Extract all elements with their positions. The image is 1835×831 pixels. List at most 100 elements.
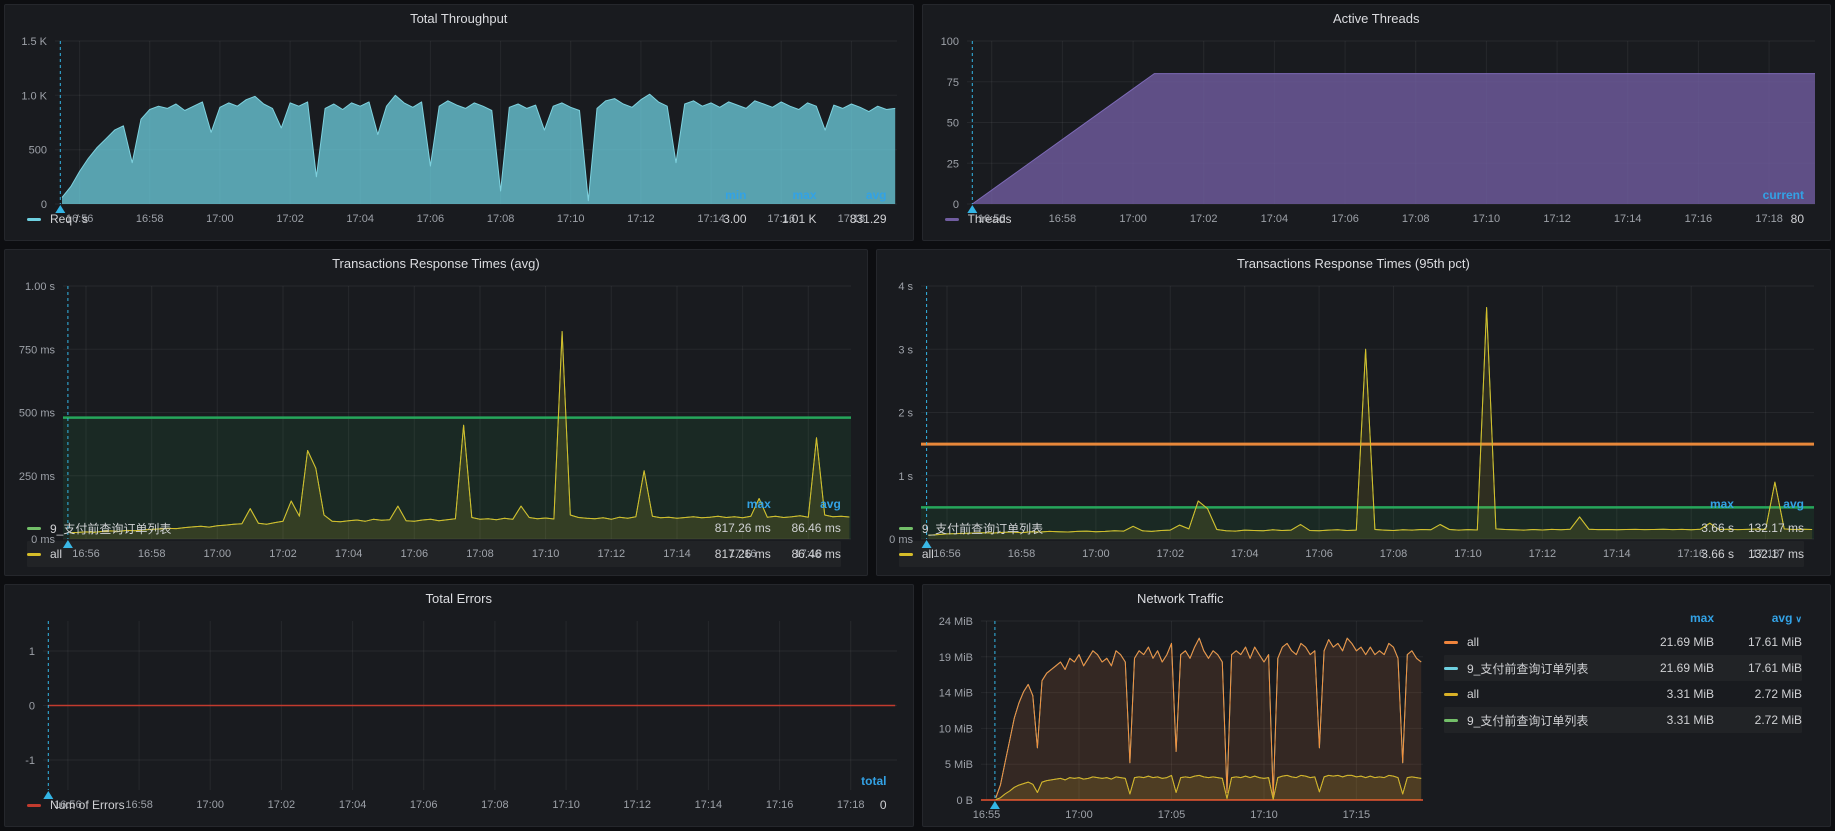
series-color-dash [27,804,41,807]
svg-text:50: 50 [946,118,958,130]
legend-column-header[interactable]: max [747,188,817,202]
legend-column-header[interactable]: min [677,188,747,202]
legend-value: 1.01 K [747,212,817,226]
series-label[interactable]: all [922,547,934,561]
dashboard-row-1: Total Throughput 05001.0 K1.5 K16:5616:5… [4,4,1831,241]
response-times-avg-chart[interactable]: 0 ms250 ms500 ms750 ms1.00 s16:5616:5817… [5,276,867,491]
legend-value: 21.69 MiB [1626,661,1714,675]
throughput-legend: minmaxavgReq / s3.001.01 K831.29 [5,182,913,240]
series-label[interactable]: Num of Errors [50,798,125,812]
legend-header: current [945,184,1805,206]
network-traffic-main: Network Traffic 0 B5 MiB10 MiB14 MiB19 M… [923,585,1439,826]
series-label[interactable]: all [1467,687,1479,701]
legend-column-header[interactable]: max [1664,497,1734,511]
legend-value: 2.72 MiB [1714,713,1802,727]
dashboard: Total Throughput 05001.0 K1.5 K16:5616:5… [0,0,1835,831]
legend-header: maxavg [27,493,841,515]
svg-text:1.5 K: 1.5 K [21,36,47,48]
legend-column-header[interactable]: avg [771,497,841,511]
legend-row: Req / s3.001.01 K831.29 [27,206,887,232]
series-label[interactable]: all [50,547,62,561]
svg-text:500: 500 [29,145,47,157]
legend-value: 21.69 MiB [1626,635,1714,649]
series-label[interactable]: 9_支付前查询订单列表 [1467,712,1588,729]
panel-title-network-traffic[interactable]: Network Traffic [923,585,1439,611]
svg-text:10 MiB: 10 MiB [938,723,972,735]
series-label[interactable]: 9_支付前查询订单列表 [50,520,171,537]
legend-column-header[interactable]: avg [1734,497,1804,511]
svg-text:3 s: 3 s [898,344,913,356]
panel-title-total-errors[interactable]: Total Errors [5,585,913,611]
series-color-dash [945,218,959,221]
svg-text:2 s: 2 s [898,408,913,420]
series-label[interactable]: Req / s [50,212,88,226]
series-color-dash [899,553,913,556]
legend-column-header[interactable]: total [817,774,887,788]
legend-value: 3.66 s [1664,547,1734,561]
legend-value: 86.46 ms [771,521,841,535]
panel-active-threads: Active Threads 025507510016:5616:5817:00… [922,4,1832,241]
legend-header: maxavg∨ [1444,607,1802,629]
series-label[interactable]: 9_支付前查询订单列表 [922,520,1043,537]
legend-row: all 817.26 ms86.46 ms [27,541,841,567]
svg-text:17:15: 17:15 [1342,809,1370,821]
legend-value: 2.72 MiB [1714,687,1802,701]
legend-value: 0 [817,798,887,812]
legend-value: 17.61 MiB [1714,635,1802,649]
legend-value: 3.31 MiB [1626,713,1714,727]
legend-column-header[interactable]: avg [817,188,887,202]
svg-text:250 ms: 250 ms [19,471,56,483]
legend-row: Threads 80 [945,206,1805,232]
svg-text:500 ms: 500 ms [19,408,56,420]
svg-text:1.00 s: 1.00 s [25,281,55,293]
sort-caret-icon: ∨ [1795,614,1802,624]
legend-value: 132.17 ms [1734,521,1804,535]
total-errors-chart[interactable]: -10116:5616:5817:0017:0217:0417:0617:081… [5,611,913,768]
legend-value: 80 [1734,212,1804,226]
series-color-dash [27,218,41,221]
legend-header: minmaxavg [27,184,887,206]
response-times-avg-legend: maxavg 9_支付前查询订单列表 817.26 ms86.46 ms all 817… [5,491,867,575]
legend-row: all 3.66 s132.17 ms [899,541,1804,567]
response-times-95pct-chart[interactable]: 0 ms1 s2 s3 s4 s16:5616:5817:0017:0217:0… [877,276,1830,491]
panel-title-response-times-95pct[interactable]: Transactions Response Times (95th pct) [877,250,1830,276]
svg-text:14 MiB: 14 MiB [938,688,972,700]
panel-total-throughput: Total Throughput 05001.0 K1.5 K16:5616:5… [4,4,914,241]
panel-response-times-avg: Transactions Response Times (avg) 0 ms25… [4,249,868,576]
series-label[interactable]: 9_支付前查询订单列表 [1467,660,1588,677]
legend-value: 831.29 [817,212,887,226]
legend-column-header[interactable]: current [1734,188,1804,202]
legend-column-header[interactable]: avg∨ [1714,611,1802,625]
active-threads-chart[interactable]: 025507510016:5616:5817:0017:0217:0417:06… [923,31,1831,182]
legend-value: 817.26 ms [701,521,771,535]
series-label[interactable]: Threads [968,212,1012,226]
legend-row: 9_支付前查询订单列表 817.26 ms86.46 ms [27,515,841,541]
legend-header: maxavg [899,493,1804,515]
series-color-dash [1444,667,1458,670]
throughput-chart[interactable]: 05001.0 K1.5 K16:5616:5817:0017:0217:041… [5,31,913,182]
panel-title-response-times-avg[interactable]: Transactions Response Times (avg) [5,250,867,276]
panel-title-total-throughput[interactable]: Total Throughput [5,5,913,31]
legend-value: 817.26 ms [701,547,771,561]
series-color-dash [899,527,913,530]
legend-column-header[interactable]: max [701,497,771,511]
panel-title-active-threads[interactable]: Active Threads [923,5,1831,31]
svg-text:0 B: 0 B [956,795,973,807]
total-errors-legend: total Num of Errors 0 [5,768,913,826]
series-color-dash [1444,719,1458,722]
network-traffic-legend: maxavg∨ all 21.69 MiB17.61 MiB 9_支付前查询订单列表 2… [1438,585,1830,826]
series-label[interactable]: all [1467,635,1479,649]
series-color-dash [1444,693,1458,696]
svg-text:100: 100 [940,36,958,48]
svg-text:750 ms: 750 ms [19,344,56,356]
legend-header: total [27,770,887,792]
legend-column-header[interactable]: max [1626,611,1714,625]
legend-value: 132.17 ms [1734,547,1804,561]
network-traffic-body: Network Traffic 0 B5 MiB10 MiB14 MiB19 M… [923,585,1831,826]
svg-text:17:00: 17:00 [1065,809,1093,821]
svg-text:17:05: 17:05 [1157,809,1185,821]
series-color-dash [27,553,41,556]
legend-value: 86.46 ms [771,547,841,561]
network-traffic-chart[interactable]: 0 B5 MiB10 MiB14 MiB19 MiB24 MiB16:5517:… [923,611,1439,826]
svg-text:5 MiB: 5 MiB [944,759,972,771]
